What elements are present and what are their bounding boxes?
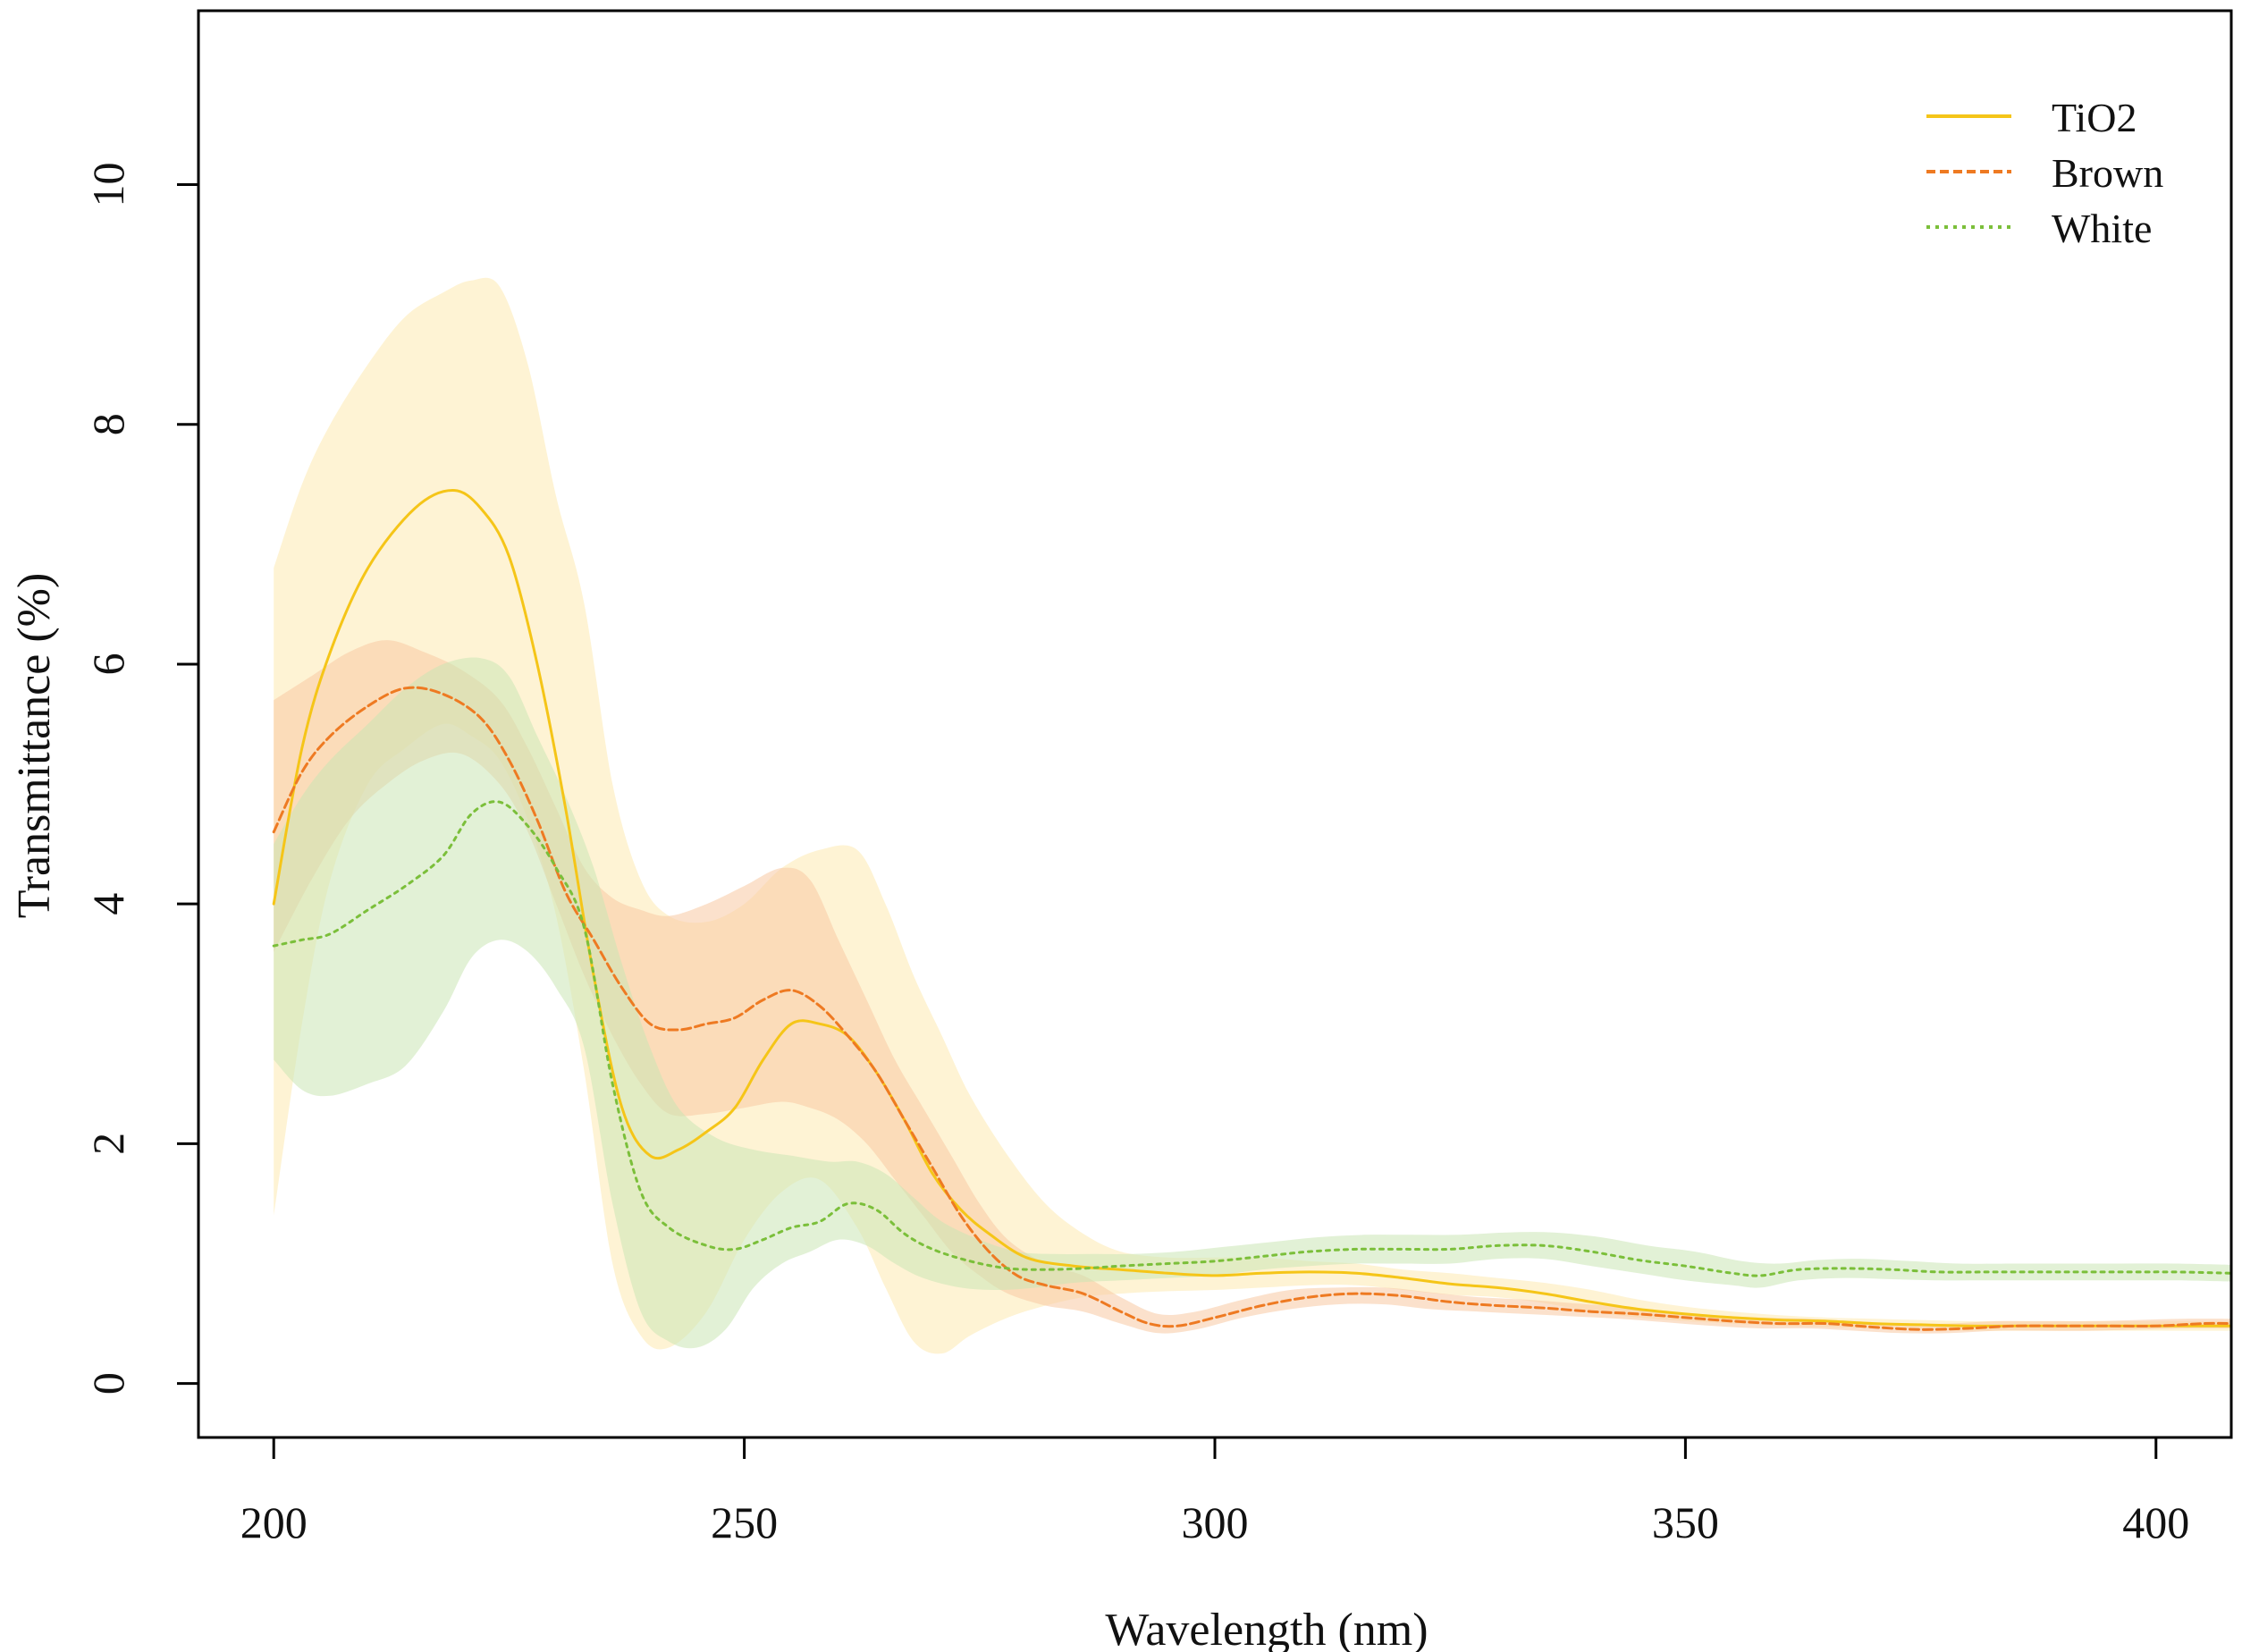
x-tick-label: 400 — [2122, 1497, 2189, 1547]
y-tick-label: 8 — [83, 413, 133, 435]
x-axis: 200 250 300 350 400 — [240, 1436, 2189, 1547]
legend-label-white: White — [2052, 206, 2152, 251]
line-white — [272, 800, 2231, 1277]
legend: TiO2 Brown White — [1926, 95, 2163, 251]
y-tick-label: 4 — [83, 893, 133, 915]
y-tick-label: 2 — [83, 1133, 133, 1155]
band-white — [274, 657, 2231, 1349]
legend-label-brown: Brown — [2052, 150, 2163, 196]
legend-label-tio2: TiO2 — [2052, 95, 2137, 140]
series-lines — [272, 489, 2231, 1331]
y-axis: 0 2 4 6 8 10 — [83, 163, 200, 1395]
x-tick-label: 250 — [711, 1497, 778, 1547]
y-tick-label: 10 — [83, 163, 133, 207]
x-tick-label: 300 — [1182, 1497, 1249, 1547]
line-tio2 — [272, 489, 2231, 1328]
x-tick-label: 350 — [1652, 1497, 1719, 1547]
y-tick-label: 6 — [83, 653, 133, 675]
x-tick-label: 200 — [240, 1497, 308, 1547]
x-axis-label: Wavelength (nm) — [1105, 1605, 1428, 1652]
y-axis-label: Transmittance (%) — [9, 573, 60, 919]
y-tick-label: 0 — [83, 1372, 133, 1395]
